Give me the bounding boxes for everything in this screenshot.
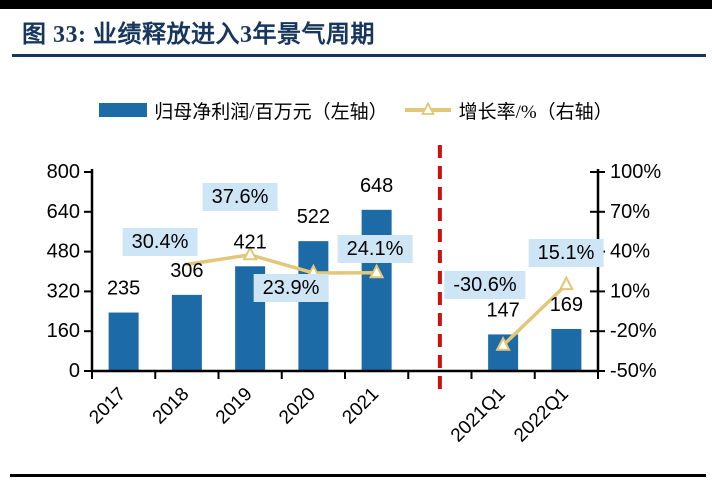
bar-2021 xyxy=(361,209,392,371)
growth-line-segment-1 xyxy=(501,282,569,348)
bar-value-label-2019: 421 xyxy=(233,231,266,253)
legend-line-label: 增长率/%（右轴） xyxy=(458,101,613,123)
line-marker-2021Q1 xyxy=(495,336,511,351)
x-axis-label-2019: 2019 xyxy=(212,384,257,429)
x-axis-label-2021: 2021 xyxy=(338,384,383,429)
right-axis-tick-label: -50% xyxy=(610,360,657,382)
bar-series-swatch-icon xyxy=(99,103,148,117)
growth-line-segment-0 xyxy=(185,253,379,275)
x-axis-label-2020: 2020 xyxy=(275,384,320,429)
title-underline xyxy=(12,54,706,57)
bar-value-label-2022Q1: 169 xyxy=(550,294,583,316)
legend-item-line: 增长率/%（右轴） xyxy=(404,97,613,124)
x-axis-label-2018: 2018 xyxy=(149,384,194,429)
right-axis-tick-label: 100% xyxy=(610,161,661,183)
line-marker-2019 xyxy=(242,245,258,261)
x-axis-label-2021Q1: 2021Q1 xyxy=(447,384,510,447)
bar-2018 xyxy=(171,294,202,371)
bottom-border-rule xyxy=(10,474,706,477)
right-axis-tick-label: -20% xyxy=(610,320,657,342)
left-axis-tick-label: 160 xyxy=(47,320,80,342)
bar-value-label-2018: 306 xyxy=(170,260,203,282)
left-axis-tick-label: 640 xyxy=(47,201,80,223)
right-axis-tick-label: 40% xyxy=(610,241,650,263)
bar-2020 xyxy=(298,241,329,371)
legend-triangle-marker-icon xyxy=(420,101,435,115)
chart-legend: 归母净利润/百万元（左轴） 增长率/%（右轴） xyxy=(0,94,712,126)
bar-2019 xyxy=(235,266,266,371)
line-series-swatch-icon xyxy=(404,101,452,118)
left-axis-tick-label: 800 xyxy=(47,161,80,183)
line-marker-2022Q1 xyxy=(558,275,575,291)
bar-value-label-2017: 235 xyxy=(107,278,140,300)
line-marker-2021 xyxy=(368,263,385,279)
bar-value-label-2021Q1: 147 xyxy=(486,299,519,321)
legend-item-bar: 归母净利润/百万元（左轴） xyxy=(99,97,388,124)
bar-2022Q1 xyxy=(551,328,582,371)
bar-value-label-2021: 648 xyxy=(360,175,393,197)
right-axis-tick-label: 10% xyxy=(610,280,650,302)
x-axis-label-2022Q1: 2022Q1 xyxy=(510,384,573,447)
figure-title: 图 33: 业绩释放进入3年景气周期 xyxy=(22,22,375,48)
legend-bar-label: 归母净利润/百万元（左轴） xyxy=(154,101,388,123)
left-axis-tick-label: 480 xyxy=(47,241,80,263)
right-axis-tick-label: 70% xyxy=(610,201,650,223)
bar-value-label-2020: 522 xyxy=(297,206,330,228)
x-axis-label-2017: 2017 xyxy=(85,384,130,429)
left-axis-tick-label: 0 xyxy=(69,360,80,382)
top-border-bar xyxy=(0,0,712,9)
left-axis-tick-label: 320 xyxy=(47,280,80,302)
bar-2017 xyxy=(108,312,139,371)
